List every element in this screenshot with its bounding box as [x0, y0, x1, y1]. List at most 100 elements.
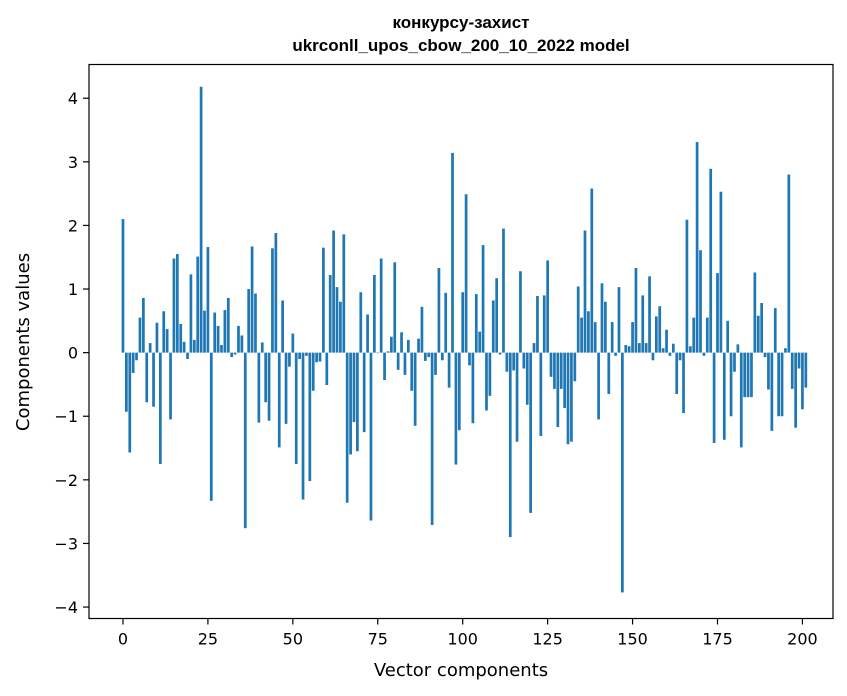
bar	[271, 248, 274, 353]
bar	[481, 245, 485, 353]
bar	[461, 292, 465, 353]
bar	[230, 352, 234, 358]
bar	[328, 275, 332, 353]
bar	[332, 230, 335, 353]
bar	[488, 352, 492, 396]
bar	[128, 352, 132, 453]
bar	[209, 352, 213, 501]
bar	[665, 329, 668, 353]
bar	[301, 352, 305, 500]
bar	[529, 352, 532, 513]
bar	[284, 352, 288, 424]
bar	[770, 352, 774, 431]
bar	[342, 234, 346, 353]
bar	[335, 287, 339, 353]
bar	[733, 352, 736, 372]
bar	[135, 352, 138, 361]
bar	[627, 346, 631, 353]
bar	[709, 168, 713, 353]
bar	[580, 317, 583, 353]
x-tick-label: 50	[283, 630, 303, 649]
bar	[223, 310, 227, 353]
chart-title-line-2: ukrconll_upos_cbow_200_10_2022 model	[292, 36, 629, 55]
x-axis-ticks: 0 25 50 75 100 125 150 175 200	[118, 618, 818, 649]
bar	[352, 352, 356, 422]
bar	[729, 352, 733, 417]
bar	[532, 343, 536, 353]
bar	[508, 352, 512, 538]
y-tick-label: 4	[68, 89, 78, 108]
bar	[624, 345, 628, 353]
bar	[546, 260, 549, 353]
y-tick-label: 0	[68, 344, 78, 363]
bar	[216, 325, 220, 353]
bar	[498, 352, 502, 355]
bar	[692, 317, 696, 353]
bar	[444, 292, 448, 353]
bar	[434, 352, 437, 375]
bar	[512, 352, 516, 371]
bar	[175, 254, 179, 353]
bar	[610, 322, 614, 353]
bar	[773, 308, 777, 353]
bar	[274, 233, 278, 353]
bars-group	[121, 86, 808, 593]
x-tick-label: 125	[532, 630, 563, 649]
bar	[172, 258, 176, 353]
bar	[695, 142, 699, 353]
bar	[573, 352, 577, 382]
bar	[634, 268, 638, 353]
bar	[767, 352, 770, 390]
bar	[556, 352, 560, 428]
bar	[345, 352, 349, 503]
bar	[464, 194, 468, 353]
bar	[756, 315, 760, 353]
bar	[542, 295, 546, 353]
bar	[699, 250, 702, 353]
bar	[685, 219, 689, 353]
bar	[671, 343, 675, 353]
bar	[189, 274, 193, 353]
bar	[760, 303, 764, 353]
bar	[712, 352, 716, 443]
bar	[549, 352, 553, 377]
bar	[291, 333, 295, 353]
y-tick-label: −2	[54, 471, 78, 490]
y-tick-label: −3	[54, 534, 78, 553]
bar	[233, 352, 237, 355]
bar	[688, 346, 692, 353]
bar	[213, 312, 217, 353]
bar	[148, 343, 152, 353]
bar	[420, 306, 424, 353]
bar	[519, 271, 522, 353]
bar	[563, 352, 566, 408]
bar	[237, 325, 240, 353]
bar	[437, 268, 441, 353]
x-axis-label: Vector components	[374, 660, 548, 681]
bar	[495, 278, 499, 353]
bar	[196, 256, 200, 353]
bar	[491, 300, 495, 353]
bar	[260, 342, 264, 353]
y-axis-ticks: −4 −3 −2 −1 0 1 2 3 4	[54, 89, 89, 617]
bar	[614, 352, 617, 356]
bar	[247, 289, 251, 353]
bar	[570, 352, 573, 442]
bar	[386, 351, 390, 353]
bar	[777, 352, 780, 417]
bar	[203, 310, 206, 353]
bar	[682, 352, 685, 414]
bar	[457, 352, 461, 431]
bar	[162, 311, 166, 353]
bar	[199, 86, 203, 353]
bar	[373, 275, 376, 353]
bar	[359, 292, 363, 353]
bar	[600, 283, 604, 353]
bar	[440, 352, 444, 361]
bar	[801, 352, 804, 410]
bar	[784, 348, 787, 353]
bar	[318, 352, 322, 362]
bar	[651, 352, 655, 361]
y-tick-label: −1	[54, 407, 78, 426]
bar	[158, 352, 162, 464]
